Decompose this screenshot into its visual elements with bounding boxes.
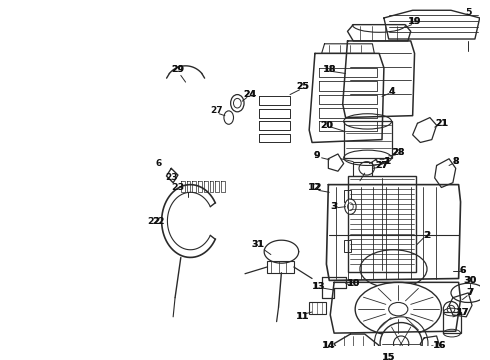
Text: 7: 7 [467,288,473,297]
Text: 12: 12 [309,183,321,192]
Text: 16: 16 [433,341,446,350]
Text: 23: 23 [172,183,185,192]
Text: 20: 20 [320,121,333,130]
Text: 17: 17 [456,307,469,316]
Text: 11: 11 [296,312,309,321]
Bar [347,176,416,272]
Text: 29: 29 [172,65,184,74]
Ellipse shape [451,283,486,302]
Text: 15: 15 [383,352,395,360]
Text: 16: 16 [433,341,446,350]
Text: 21: 21 [435,119,448,128]
Text: 24: 24 [243,90,256,99]
Text: 31: 31 [251,240,264,249]
Text: 13: 13 [312,282,325,291]
Ellipse shape [355,282,441,336]
Text: 19: 19 [408,17,421,26]
Ellipse shape [344,199,356,214]
Bar [443,312,461,333]
Text: 30: 30 [464,276,476,285]
Text: 24: 24 [244,90,256,99]
Text: 4: 4 [388,87,395,96]
Text: 25: 25 [296,82,309,91]
Text: 8: 8 [453,157,459,166]
Ellipse shape [389,302,408,316]
Ellipse shape [443,301,459,317]
Text: 22: 22 [152,216,165,225]
Ellipse shape [224,111,234,124]
Text: 1: 1 [384,157,390,166]
Text: 1: 1 [384,157,390,166]
Text: 15: 15 [382,352,395,360]
Text: 14: 14 [322,341,335,350]
Text: 9: 9 [314,152,320,161]
Text: 18: 18 [323,65,336,74]
Text: 2: 2 [424,231,430,240]
Ellipse shape [359,162,374,175]
Text: 19: 19 [408,17,421,26]
Text: 3: 3 [331,202,337,211]
Text: 29: 29 [172,65,185,74]
Text: 20: 20 [320,121,333,130]
Text: 4: 4 [389,87,395,96]
Text: 17: 17 [456,307,469,316]
Text: 30: 30 [464,276,477,285]
Text: 6: 6 [459,266,466,275]
Text: 11: 11 [296,312,309,321]
Bar [343,240,351,252]
Text: 28: 28 [392,148,405,157]
Bar [353,162,372,176]
Ellipse shape [231,95,244,112]
Text: 21: 21 [435,119,448,128]
Text: 27: 27 [210,106,222,115]
Text: 14: 14 [322,341,335,350]
Text: 12: 12 [308,183,321,192]
Text: 10: 10 [347,279,360,288]
Text: 10: 10 [347,279,360,288]
Text: 9: 9 [314,152,320,161]
Text: 13: 13 [313,282,325,291]
Text: 6: 6 [459,266,466,275]
Bar [343,190,351,202]
Ellipse shape [374,149,390,163]
Bar [309,302,326,314]
Text: 7: 7 [467,288,473,297]
Text: 27: 27 [375,161,389,170]
Text: 28: 28 [392,148,405,157]
Text: 8: 8 [452,157,459,166]
Text: 27: 27 [376,161,388,170]
Text: 31: 31 [251,240,264,249]
Bar [267,261,294,273]
Text: 6: 6 [156,159,162,168]
Text: 3: 3 [331,202,337,211]
Text: 22: 22 [147,216,161,225]
Text: 5: 5 [465,8,471,17]
Text: 25: 25 [296,82,309,91]
Text: 23: 23 [165,174,177,183]
Ellipse shape [380,323,422,360]
Ellipse shape [393,336,409,351]
Text: 18: 18 [322,65,336,74]
Bar [343,121,392,158]
Text: 2: 2 [424,231,430,240]
